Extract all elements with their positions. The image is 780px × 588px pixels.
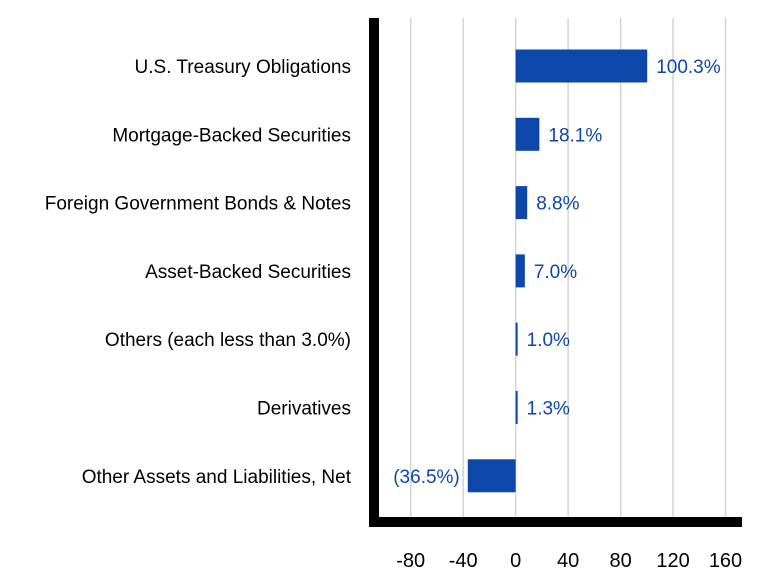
category-label: U.S. Treasury Obligations: [135, 57, 351, 78]
category-label: Other Assets and Liabilities, Net: [82, 467, 352, 488]
bar: [515, 322, 518, 356]
bars: [467, 49, 648, 493]
x-tick-label: -80: [396, 550, 425, 572]
data-label: 1.0%: [527, 330, 570, 351]
data-label: 1.3%: [527, 399, 570, 420]
bar: [467, 459, 516, 493]
bar: [515, 254, 525, 288]
bar: [515, 186, 528, 220]
x-tick-label: 120: [656, 550, 689, 572]
x-tick-label: 0: [510, 550, 521, 572]
category-label: Asset-Backed Securities: [145, 262, 351, 283]
category-label: Others (each less than 3.0%): [105, 330, 351, 351]
data-label: 8.8%: [536, 194, 579, 215]
x-tick-label: -40: [449, 550, 478, 572]
category-label: Derivatives: [257, 399, 351, 420]
category-labels: U.S. Treasury Obligations Mortgage-Backed…: [45, 57, 352, 488]
data-label: (36.5%): [393, 467, 460, 488]
x-tick-label: 80: [609, 550, 631, 572]
x-axis-line: [369, 517, 742, 527]
bar: [515, 117, 540, 151]
axes: [369, 18, 742, 527]
data-label: 100.3%: [656, 57, 721, 78]
data-label: 7.0%: [534, 262, 577, 283]
x-tick-label: 160: [709, 550, 742, 572]
x-tick-label: 40: [557, 550, 579, 572]
category-label: Mortgage-Backed Securities: [112, 125, 351, 146]
data-labels: 100.3% 18.1% 8.8% 7.0% 1.0% 1.3% (36.5%): [393, 57, 721, 488]
bar: [515, 391, 518, 424]
data-label: 18.1%: [548, 125, 602, 146]
bar: [515, 49, 648, 83]
category-label: Foreign Government Bonds & Notes: [45, 194, 351, 215]
x-tick-labels: -80 -40 0 40 80 120 160: [396, 550, 742, 572]
y-axis-line: [369, 18, 379, 527]
